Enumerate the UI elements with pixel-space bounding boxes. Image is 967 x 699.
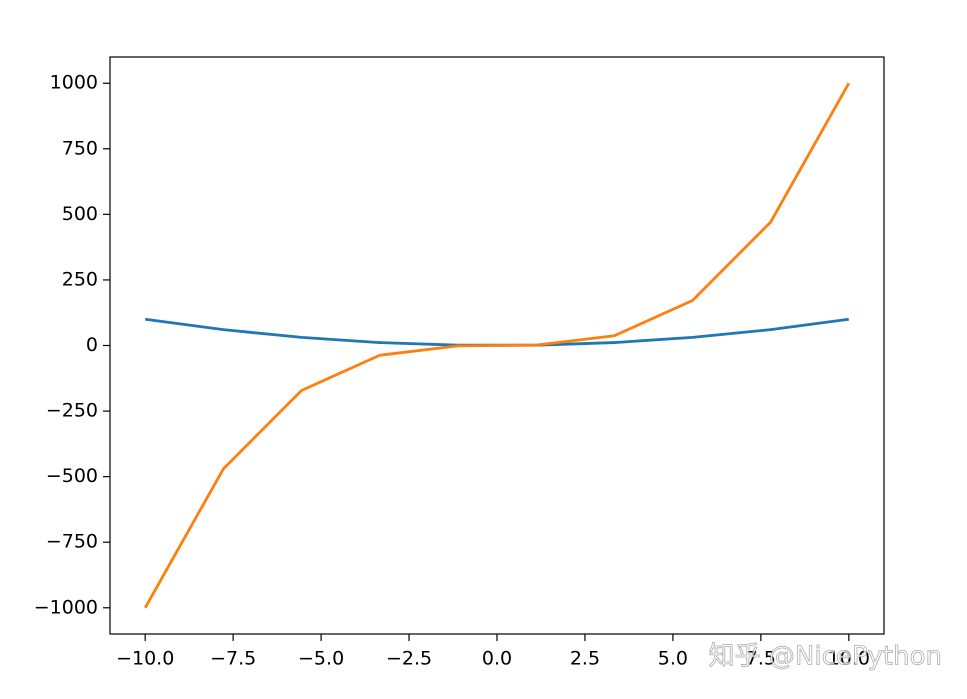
line-series (143, 82, 851, 609)
line-series (144, 317, 850, 347)
x-tick-label: 2.5 (570, 648, 600, 670)
watermark: 知乎 @NicePython (709, 642, 942, 672)
x-tick-label: 10.0 (828, 648, 870, 670)
y-tick-label: −750 (46, 531, 98, 553)
y-tick-label: 250 (62, 268, 98, 290)
y-tick-label: 750 (62, 137, 98, 159)
x-tick-label: 7.5 (746, 648, 776, 670)
plot-frame (109, 56, 885, 635)
x-tick-label: 0.0 (482, 648, 512, 670)
y-tick-label: −1000 (34, 596, 98, 618)
y-tick-label: −250 (46, 400, 98, 422)
x-tick-label: −2.5 (386, 648, 432, 670)
y-tick-label: 500 (62, 203, 98, 225)
x-tick-label: −7.5 (210, 648, 256, 670)
x-tick-label: −5.0 (298, 648, 344, 670)
x-tick-label: 5.0 (658, 648, 688, 670)
y-tick-label: 0 (86, 334, 98, 356)
y-tick-label: −500 (46, 465, 98, 487)
y-tick-label: 1000 (50, 72, 98, 94)
x-tick-label: −10.0 (116, 648, 174, 670)
